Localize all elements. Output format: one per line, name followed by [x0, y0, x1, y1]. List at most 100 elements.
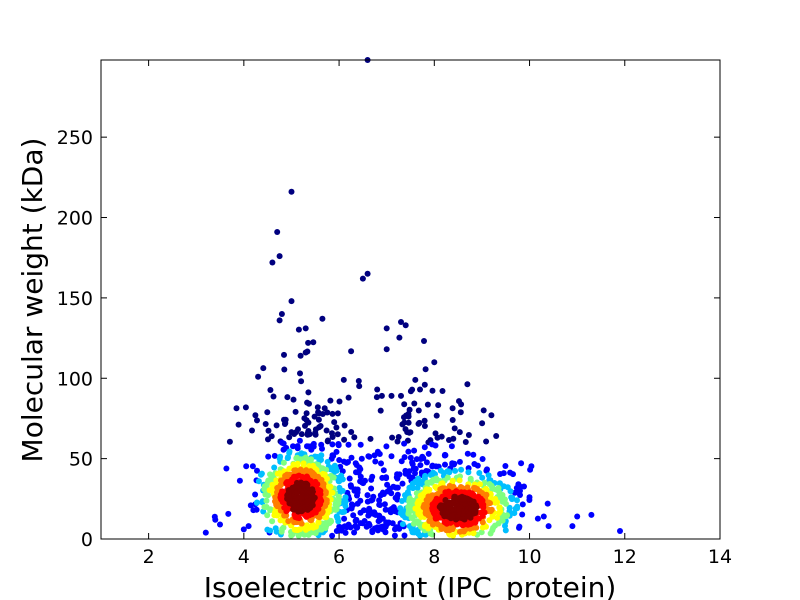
data-point: [324, 458, 331, 465]
data-point: [458, 401, 465, 408]
data-point: [297, 352, 304, 359]
data-point: [284, 455, 291, 462]
data-point: [412, 465, 419, 472]
data-point: [304, 431, 311, 438]
data-point: [280, 459, 287, 466]
data-point: [348, 348, 355, 355]
data-point: [223, 465, 230, 472]
data-point: [254, 499, 260, 506]
data-point: [305, 389, 312, 396]
data-point: [271, 452, 278, 459]
data-point: [423, 459, 430, 466]
data-point: [485, 472, 492, 479]
data-point: [329, 532, 336, 539]
data-point: [341, 422, 348, 429]
data-point: [280, 524, 287, 531]
data-point: [493, 433, 500, 439]
data-point: [405, 419, 412, 426]
data-point: [396, 334, 403, 341]
data-point: [269, 518, 276, 525]
data-point: [464, 450, 471, 457]
data-point: [465, 469, 472, 476]
x-tick-label: 2: [143, 546, 155, 568]
data-point: [421, 423, 428, 429]
data-point: [357, 478, 364, 485]
data-point: [335, 442, 342, 449]
data-point: [288, 298, 295, 305]
data-point: [412, 470, 418, 477]
data-point: [341, 436, 348, 443]
data-point: [252, 491, 259, 498]
data-point: [303, 410, 310, 417]
data-point: [260, 508, 267, 515]
data-point: [263, 497, 270, 504]
data-point: [254, 467, 260, 474]
data-point: [297, 494, 304, 501]
data-point: [315, 416, 322, 423]
data-point: [378, 460, 384, 467]
data-point: [305, 339, 312, 346]
data-point: [391, 532, 398, 539]
data-point: [245, 523, 252, 530]
data-point: [422, 531, 429, 538]
x-axis-ticks: 2 4 6 8 10 12 14: [143, 60, 732, 568]
data-point: [270, 393, 277, 400]
data-point: [340, 376, 347, 383]
data-point: [334, 410, 341, 417]
y-tick-label: 100: [57, 368, 93, 390]
x-tick-label: 6: [333, 546, 345, 568]
data-point: [477, 481, 483, 488]
data-point: [374, 386, 381, 393]
data-point: [405, 413, 412, 420]
data-point: [394, 496, 401, 503]
data-point: [319, 315, 326, 322]
data-point: [356, 383, 363, 390]
data-point: [424, 401, 431, 408]
data-points: [202, 57, 623, 539]
data-point: [302, 422, 308, 429]
data-point: [265, 436, 271, 443]
data-point: [476, 470, 483, 476]
data-point: [240, 526, 247, 533]
data-point: [355, 378, 362, 384]
data-point: [411, 447, 418, 454]
data-point: [377, 407, 384, 414]
data-point: [407, 454, 414, 461]
x-tick-label: 10: [517, 546, 541, 568]
y-tick-label: 50: [69, 449, 93, 471]
data-point: [383, 443, 390, 450]
data-point: [345, 394, 352, 401]
data-point: [394, 484, 401, 491]
data-point: [351, 434, 358, 441]
data-point: [260, 365, 267, 372]
data-point: [545, 523, 552, 530]
data-point: [452, 467, 459, 474]
data-point: [456, 458, 463, 465]
data-point: [394, 438, 401, 445]
data-point: [517, 492, 523, 498]
data-point: [286, 434, 293, 441]
data-point: [512, 489, 518, 496]
data-point: [276, 253, 283, 260]
data-point: [265, 453, 272, 460]
data-point: [415, 407, 422, 414]
data-point: [347, 482, 354, 489]
data-point: [267, 527, 274, 534]
y-tick-label: 250: [57, 127, 93, 149]
data-point: [421, 338, 427, 344]
data-point: [290, 396, 297, 403]
data-point: [479, 474, 486, 481]
data-point: [253, 506, 260, 513]
data-point: [486, 517, 493, 524]
data-point: [285, 518, 292, 525]
data-point: [394, 475, 401, 482]
data-point: [281, 366, 288, 373]
data-point: [357, 509, 364, 516]
data-point: [449, 417, 456, 423]
y-tick-label: 150: [57, 288, 93, 310]
data-point: [441, 452, 448, 459]
data-point: [451, 425, 458, 432]
data-point: [297, 370, 303, 377]
data-point: [488, 412, 495, 419]
data-point: [402, 322, 409, 329]
